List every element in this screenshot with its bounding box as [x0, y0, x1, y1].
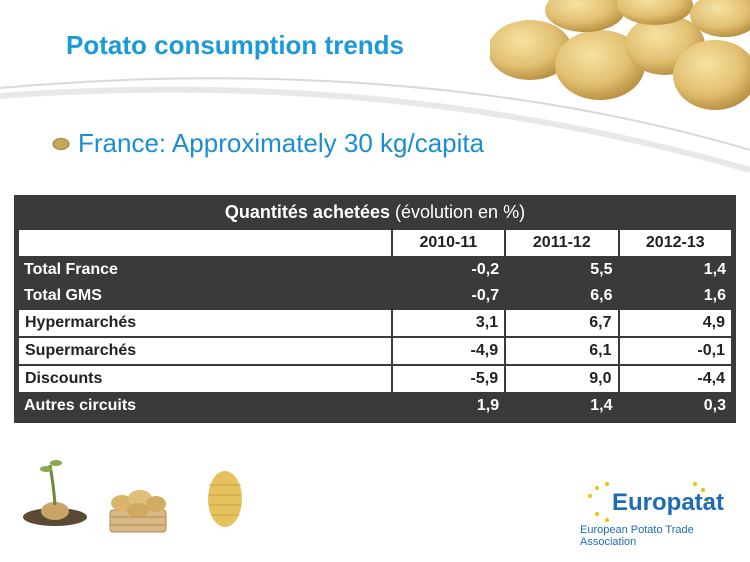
table-row: Supermarchés -4,9 6,1 -0,1: [18, 337, 732, 365]
row-value: 4,9: [618, 309, 732, 337]
row-value: 6,7: [505, 309, 619, 337]
header-year: 2011-12: [505, 229, 619, 257]
potato-bullet-icon: [52, 137, 70, 150]
row-value: 6,6: [590, 287, 613, 304]
table-caption: Quantités achetées (évolution en %): [18, 195, 732, 229]
table-row: Hypermarchés 3,1 6,7 4,9: [18, 309, 732, 337]
row-label: Total France: [24, 261, 118, 278]
row-label: Total GMS: [24, 287, 102, 304]
row-value: -0,1: [618, 337, 732, 365]
table-row: Total France -0,2 5,5 1,4: [18, 257, 732, 283]
europatat-logo-stars-icon: [588, 482, 709, 522]
row-value: -4,4: [618, 365, 732, 393]
row-label: Supermarchés: [18, 337, 392, 365]
header-year: 2010-11: [391, 229, 506, 257]
table-row: Total GMS -0,7 6,6 1,6: [18, 283, 732, 309]
row-value: 0,3: [703, 397, 726, 414]
sprouting-potato-icon: [23, 460, 87, 526]
row-value: 5,5: [590, 261, 613, 278]
row-value: 1,6: [703, 287, 726, 304]
row-value: -5,9: [391, 365, 506, 393]
row-label: Hypermarchés: [18, 309, 392, 337]
caption-rest: (évolution en %): [390, 201, 526, 222]
row-label: Autres circuits: [24, 397, 137, 414]
row-label: Discounts: [18, 365, 392, 393]
row-value: 1,9: [476, 397, 500, 414]
header-year: 2012-13: [618, 229, 732, 257]
potatoes-image: [490, 0, 750, 110]
row-value: 6,1: [505, 337, 619, 365]
logo-tagline: European Potato Trade Association: [580, 524, 694, 548]
peeled-potato-icon: [208, 471, 242, 527]
row-value: 3,1: [391, 309, 506, 337]
table-row: Discounts -5,9 9,0 -4,4: [18, 365, 732, 393]
bullet-item: France: Approximately 30 kg/capita: [52, 128, 484, 159]
slide-title: Potato consumption trends: [66, 30, 404, 60]
row-value: 1,4: [703, 261, 726, 278]
row-value: 9,0: [505, 365, 619, 393]
background-swoosh: [0, 77, 750, 173]
potato-illustrations: [23, 460, 242, 533]
row-value: -4,9: [391, 337, 506, 365]
header-blank-cell: [18, 229, 392, 257]
bullet-text: France: Approximately 30 kg/capita: [78, 128, 485, 158]
table-row: Autres circuits 1,9 1,4 0,3: [18, 393, 732, 419]
table-header-row: 2010-11 2011-12 2012-13: [18, 229, 732, 257]
logo-name: Europatat: [612, 489, 725, 516]
row-value: -0,2: [471, 261, 500, 278]
row-value: 1,4: [590, 397, 613, 414]
potato-basket-icon: [109, 490, 167, 533]
caption-bold: Quantités achetées: [224, 201, 390, 222]
purchase-quantities-table: Quantités achetées (évolution en %) 2010…: [14, 195, 736, 423]
row-value: -0,7: [471, 287, 500, 304]
